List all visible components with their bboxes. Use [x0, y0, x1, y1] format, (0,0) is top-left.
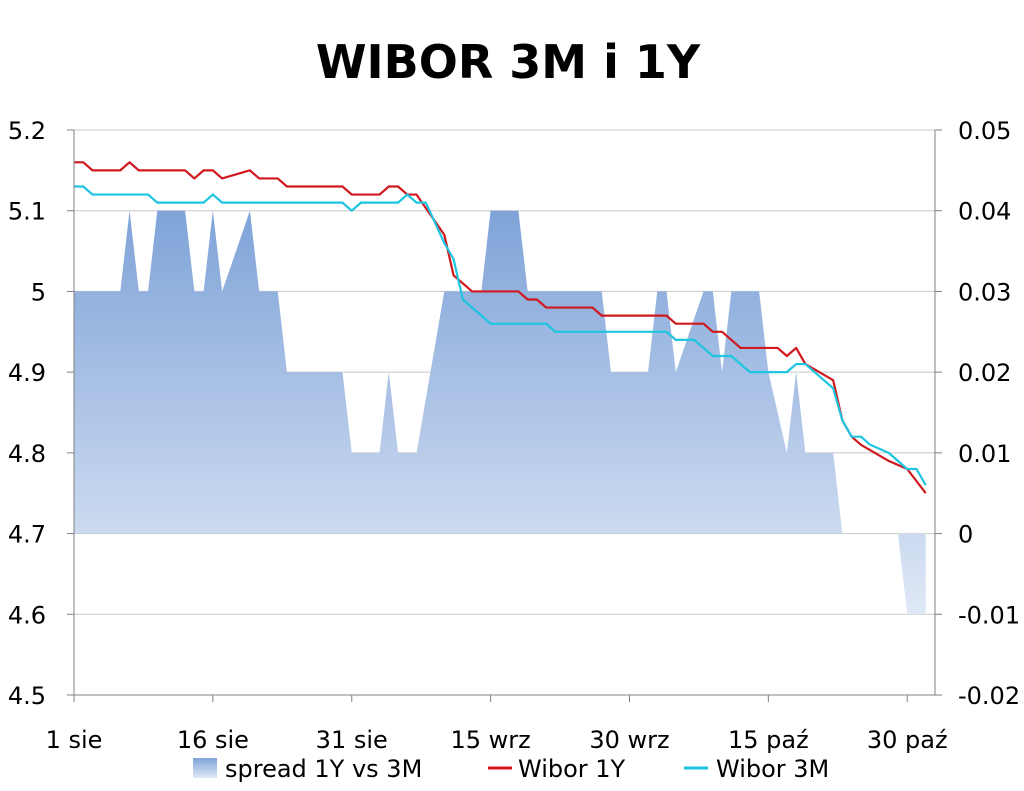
spread-area: [74, 210, 926, 615]
y-left-tick-label: 4.7: [8, 521, 46, 549]
x-tick-label: 1 sie: [46, 726, 103, 754]
y-right-tick-label: 0.04: [958, 198, 1011, 226]
x-tick-label: 16 sie: [177, 726, 249, 754]
y-right-tick-label: 0: [958, 521, 973, 549]
axes: 5.2 5.1 5 4.9 4.8 4.7 4.6 4.5 0.05 0.04 0.03 0.02 0.…: [8, 117, 1020, 754]
y-right-tick-label: 0.05: [958, 117, 1011, 145]
x-tick-label: 31 sie: [316, 726, 388, 754]
y-right-tick-label: -0.02: [958, 682, 1020, 710]
y-left-tick-label: 4.6: [8, 601, 46, 629]
x-tick-label: 30 paź: [867, 726, 948, 754]
y-left-tick-label: 4.9: [8, 359, 46, 387]
line-series-layer: [74, 161, 927, 494]
chart-title: WIBOR 3M i 1Y: [316, 35, 701, 89]
y-left-tick-label: 5.1: [8, 198, 46, 226]
legend-label-spread: spread 1Y vs 3M: [225, 755, 422, 783]
y-left-tick-label: 4.8: [8, 440, 46, 468]
wibor-1y-line: [74, 161, 927, 494]
x-tick-label: 15 wrz: [450, 726, 530, 754]
y-left-tick-label: 5.2: [8, 117, 46, 145]
y-right-tick-label: 0.01: [958, 440, 1011, 468]
x-tick-label: 30 wrz: [589, 726, 669, 754]
y-left-tick-label: 4.5: [8, 682, 46, 710]
y-right-tick-label: 0.02: [958, 359, 1011, 387]
legend: spread 1Y vs 3M Wibor 1Y Wibor 3M: [193, 755, 829, 783]
y-right-tick-label: 0.03: [958, 278, 1011, 306]
y-left-tick-label: 5: [31, 278, 46, 306]
legend-label-wibor-3m: Wibor 3M: [716, 755, 829, 783]
x-tick-label: 15 paź: [728, 726, 809, 754]
wibor-3m-line: [74, 185, 927, 486]
y-right-tick-label: -0.01: [958, 601, 1020, 629]
spread-area-layer: [74, 210, 926, 615]
legend-swatch-spread: [193, 758, 217, 778]
legend-label-wibor-1y: Wibor 1Y: [518, 755, 626, 783]
